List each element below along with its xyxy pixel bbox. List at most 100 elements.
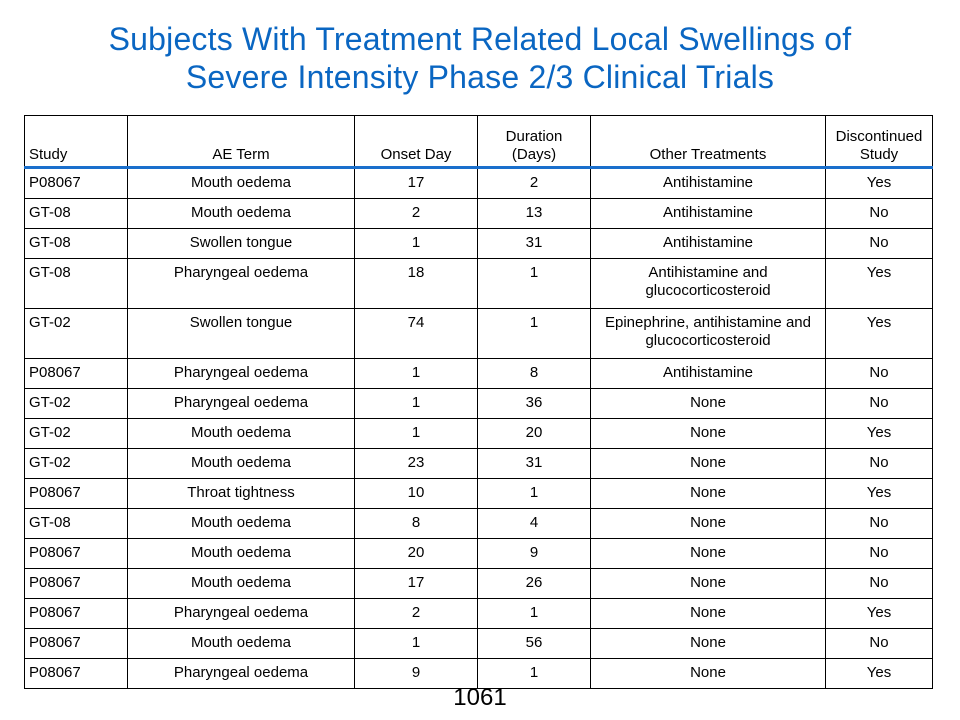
cell-duration: 26 [477, 568, 591, 599]
cell-other-treatments: Antihistamine [590, 228, 826, 259]
header-onset-day: Onset Day [354, 115, 478, 169]
cell-onset-day: 1 [354, 628, 478, 659]
cell-onset-day: 17 [354, 167, 478, 199]
cell-duration: 1 [477, 478, 591, 509]
table-row: GT-08 Pharyngeal oedema 18 1 Antihistamine a… [24, 258, 933, 309]
cell-duration: 20 [477, 418, 591, 449]
cell-discontinued: Yes [825, 308, 933, 359]
table-row: P08067 Mouth oedema 17 26 None No [24, 568, 933, 599]
cell-study: GT-08 [24, 508, 128, 539]
table-row: P08067 Throat tightness 10 1 None Yes [24, 478, 933, 509]
cell-other-treatments: Antihistamine [590, 167, 826, 199]
cell-other-treatments: None [590, 478, 826, 509]
cell-ae-term: Mouth oedema [127, 568, 355, 599]
cell-duration: 1 [477, 308, 591, 359]
cell-duration: 36 [477, 388, 591, 419]
table-row: GT-02 Mouth oedema 1 20 None Yes [24, 418, 933, 449]
page-number: 1061 [453, 684, 507, 711]
cell-ae-term: Mouth oedema [127, 448, 355, 479]
cell-ae-term: Mouth oedema [127, 198, 355, 229]
cell-duration: 56 [477, 628, 591, 659]
table-row: P08067 Mouth oedema 20 9 None No [24, 538, 933, 569]
cell-other-treatments: None [590, 508, 826, 539]
cell-discontinued: Yes [825, 258, 933, 309]
cell-duration: 1 [477, 258, 591, 309]
cell-discontinued: No [825, 198, 933, 229]
adverse-events-table: Study AE Term Onset Day Duration (Days) … [24, 115, 933, 689]
cell-onset-day: 10 [354, 478, 478, 509]
cell-study: P08067 [24, 628, 128, 659]
header-ae-term: AE Term [127, 115, 355, 169]
header-duration: Duration (Days) [477, 115, 591, 169]
header-duration-line-1: Duration [505, 128, 563, 145]
cell-discontinued: Yes [825, 418, 933, 449]
cell-discontinued: Yes [825, 598, 933, 629]
cell-other-treatments: Epinephrine, antihistamine and glucocort… [590, 308, 826, 359]
slide-title-line-2: Severe Intensity Phase 2/3 Clinical Tria… [185, 59, 775, 95]
cell-onset-day: 17 [354, 568, 478, 599]
cell-discontinued: No [825, 508, 933, 539]
cell-discontinued: Yes [825, 167, 933, 199]
table-row: GT-02 Swollen tongue 74 1 Epinephrine, antih… [24, 308, 933, 359]
cell-onset-day: 2 [354, 198, 478, 229]
cell-onset-day: 1 [354, 358, 478, 389]
header-duration-line-2: (Days) [511, 146, 557, 163]
cell-discontinued: No [825, 628, 933, 659]
cell-study: P08067 [24, 598, 128, 629]
cell-study: P08067 [24, 658, 128, 689]
cell-ae-term: Swollen tongue [127, 308, 355, 359]
header-discontinued-line-1: Discontinued [835, 128, 923, 145]
cell-ae-term: Pharyngeal oedema [127, 388, 355, 419]
cell-duration: 4 [477, 508, 591, 539]
cell-discontinued: No [825, 568, 933, 599]
cell-ae-term: Throat tightness [127, 478, 355, 509]
cell-duration: 13 [477, 198, 591, 229]
cell-study: GT-02 [24, 418, 128, 449]
header-discontinued-study: Discontinued Study [825, 115, 933, 169]
table-row: GT-08 Mouth oedema 8 4 None No [24, 508, 933, 539]
table-row: P08067 Pharyngeal oedema 9 1 None Yes [24, 658, 933, 689]
cell-study: P08067 [24, 478, 128, 509]
cell-onset-day: 23 [354, 448, 478, 479]
cell-study: P08067 [24, 538, 128, 569]
table-body: P08067 Mouth oedema 17 2 Antihistamine Yes GT-… [24, 167, 933, 689]
cell-duration: 1 [477, 658, 591, 689]
cell-duration: 8 [477, 358, 591, 389]
table-row: GT-02 Mouth oedema 23 31 None No [24, 448, 933, 479]
table-row: GT-08 Swollen tongue 1 31 Antihistamine No [24, 228, 933, 259]
cell-other-treatments: None [590, 568, 826, 599]
table-row: GT-02 Pharyngeal oedema 1 36 None No [24, 388, 933, 419]
cell-onset-day: 8 [354, 508, 478, 539]
cell-ae-term: Pharyngeal oedema [127, 598, 355, 629]
cell-other-treatments: None [590, 598, 826, 629]
table-row: P08067 Pharyngeal oedema 2 1 None Yes [24, 598, 933, 629]
cell-study: P08067 [24, 358, 128, 389]
cell-other-treatments: Antihistamine and glucocorticosteroid [590, 258, 826, 309]
cell-ae-term: Mouth oedema [127, 418, 355, 449]
cell-ae-term: Pharyngeal oedema [127, 358, 355, 389]
cell-other-treatments: Antihistamine [590, 198, 826, 229]
cell-ae-term: Mouth oedema [127, 538, 355, 569]
cell-other-treatments: None [590, 388, 826, 419]
cell-onset-day: 20 [354, 538, 478, 569]
cell-duration: 31 [477, 448, 591, 479]
cell-discontinued: Yes [825, 658, 933, 689]
cell-study: P08067 [24, 568, 128, 599]
cell-discontinued: No [825, 388, 933, 419]
table-row: GT-08 Mouth oedema 2 13 Antihistamine No [24, 198, 933, 229]
cell-ae-term: Swollen tongue [127, 228, 355, 259]
cell-other-treatments: None [590, 628, 826, 659]
cell-onset-day: 1 [354, 228, 478, 259]
cell-duration: 31 [477, 228, 591, 259]
header-other-treatments: Other Treatments [590, 115, 826, 169]
cell-other-treatments: None [590, 538, 826, 569]
slide-title-line-1: Subjects With Treatment Related Local Sw… [108, 21, 852, 57]
table-row: P08067 Mouth oedema 17 2 Antihistamine Yes [24, 167, 933, 199]
cell-ae-term: Mouth oedema [127, 508, 355, 539]
cell-duration: 9 [477, 538, 591, 569]
cell-study: GT-02 [24, 388, 128, 419]
cell-other-treatments: None [590, 658, 826, 689]
cell-onset-day: 1 [354, 388, 478, 419]
cell-duration: 1 [477, 598, 591, 629]
cell-study: GT-08 [24, 258, 128, 309]
